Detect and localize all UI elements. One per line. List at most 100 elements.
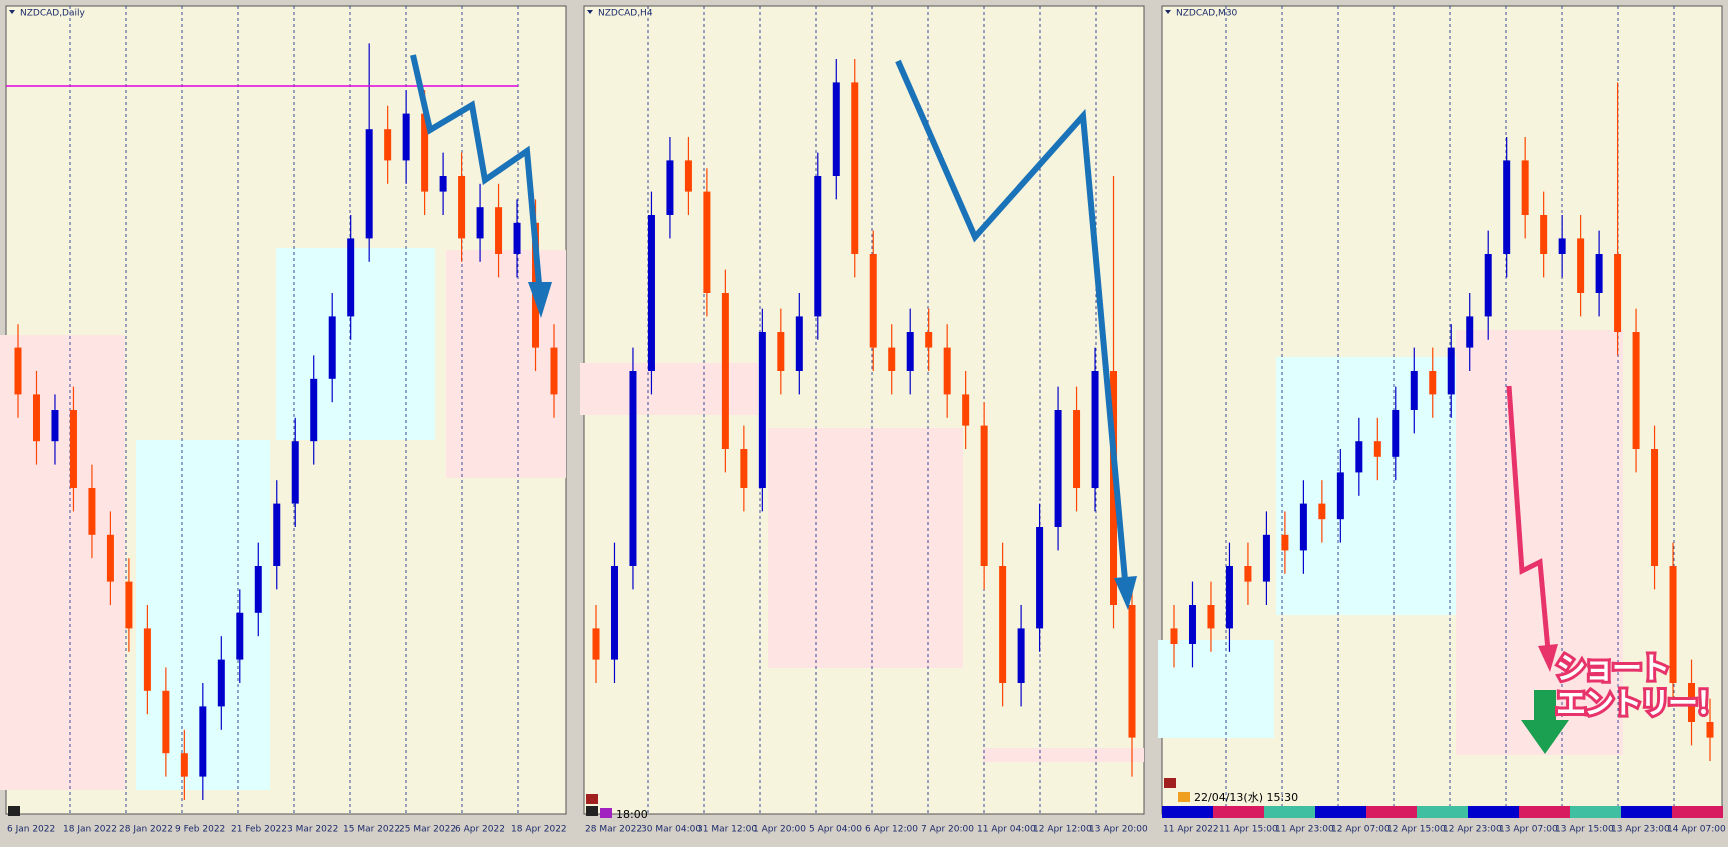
- trend-arrow: [895, 59, 1128, 581]
- zone: [1276, 357, 1462, 615]
- candle-body: [550, 347, 558, 395]
- annotation: ショート: [1556, 652, 1668, 687]
- candle-body: [439, 176, 447, 192]
- zone: [1456, 330, 1623, 755]
- candle-body: [236, 612, 244, 660]
- candle-body: [254, 566, 262, 613]
- x-tick-label: 1 Apr 20:00: [753, 825, 806, 835]
- status-icon: [586, 794, 598, 804]
- x-tick-label: 21 Feb 2022: [231, 825, 287, 835]
- candle-body: [1540, 215, 1548, 254]
- x-tick-label: 12 Apr 23:00: [1443, 825, 1502, 835]
- candle-body: [888, 347, 896, 371]
- x-tick-label: 12 Apr 15:00: [1387, 825, 1446, 835]
- x-tick-label: 11 Apr 04:00: [977, 825, 1036, 835]
- candle-body: [143, 628, 151, 691]
- x-tick-label: 13 Apr 15:00: [1555, 825, 1614, 835]
- candle-body: [1299, 503, 1307, 551]
- x-tick-label: 11 Apr 15:00: [1219, 825, 1278, 835]
- x-tick-label: 9 Feb 2022: [175, 825, 225, 835]
- session-bar: [1570, 806, 1621, 818]
- candle-body: [906, 332, 914, 371]
- candle-body: [1706, 722, 1714, 738]
- x-tick-label: 28 Jan 2022: [119, 825, 173, 835]
- one-click-icon: [586, 806, 598, 816]
- candle-body: [1614, 254, 1622, 332]
- arrow-head: [528, 282, 552, 318]
- candle-body: [1688, 683, 1696, 722]
- candle-body: [740, 449, 748, 488]
- one-click-icon: [8, 806, 20, 816]
- candle-body: [1110, 371, 1118, 605]
- candle-body: [703, 191, 711, 293]
- candle-body: [125, 581, 133, 629]
- candle-body: [1558, 238, 1566, 254]
- candle-body: [1318, 503, 1326, 520]
- candle-body: [1128, 605, 1136, 738]
- x-tick-label: 14 Apr 07:00: [1667, 825, 1726, 835]
- arrow-head: [1114, 576, 1137, 610]
- zone: [768, 428, 963, 668]
- candle-body: [1036, 527, 1044, 629]
- candle-body: [199, 706, 207, 777]
- candle-body: [1054, 410, 1062, 527]
- chart-window: NZDCAD,Daily 6 Jan 2022 18 Jan 2022 28 Jan …: [0, 0, 570, 843]
- candle-body: [1429, 371, 1437, 395]
- candle-body: [1466, 316, 1474, 348]
- x-tick-label: 12 Apr 12:00: [1033, 825, 1092, 835]
- window-icon: [1165, 10, 1171, 14]
- candle-body: [513, 222, 521, 254]
- candle-body: [851, 82, 859, 255]
- annotation: エントリー！: [1556, 687, 1724, 722]
- window-title: NZDCAD,M30: [1176, 9, 1238, 19]
- x-tick-label: 11 Apr 23:00: [1275, 825, 1334, 835]
- x-tick-label: 15 Mar 2022: [343, 825, 400, 835]
- candle-body: [777, 332, 785, 371]
- x-tick-label: 6 Jan 2022: [7, 825, 55, 835]
- candle-body: [51, 410, 59, 442]
- candle-body: [1225, 566, 1233, 629]
- x-tick-label: 25 Mar 2022: [399, 825, 456, 835]
- candle-body: [1355, 441, 1363, 473]
- candle-body: [980, 425, 988, 566]
- status-icon: [600, 808, 612, 818]
- candle-body: [1447, 347, 1455, 395]
- x-tick-label: 13 Apr 07:00: [1499, 825, 1558, 835]
- entry-down-arrow: [1521, 690, 1569, 754]
- session-bar: [1519, 806, 1570, 818]
- candle-body: [666, 160, 674, 215]
- x-tick-label: 13 Apr 23:00: [1611, 825, 1670, 835]
- candle-body: [1073, 410, 1081, 488]
- x-tick-label: 11 Apr 2022: [1163, 825, 1219, 835]
- candle-body: [721, 293, 729, 449]
- candle-body: [32, 394, 40, 442]
- candle-body: [1392, 410, 1400, 457]
- zone: [276, 248, 435, 440]
- session-bar: [1417, 806, 1468, 818]
- candle-body: [1207, 605, 1215, 629]
- x-tick-label: 18 Jan 2022: [63, 825, 117, 835]
- candle-body: [758, 332, 766, 488]
- candle-body: [495, 207, 503, 254]
- session-bar: [1315, 806, 1366, 818]
- window-title: NZDCAD,Daily: [20, 9, 86, 19]
- session-bar: [1672, 806, 1723, 818]
- candle-body: [106, 534, 114, 582]
- zone: [0, 335, 125, 790]
- candle-body: [69, 410, 77, 488]
- window-icon: [587, 10, 593, 14]
- x-tick-label: 12 Apr 07:00: [1331, 825, 1390, 835]
- candle-body: [814, 176, 822, 317]
- candle-body: [1503, 160, 1511, 254]
- status-time: 18:00: [616, 808, 648, 821]
- candle-body: [1632, 332, 1640, 449]
- candle-body: [162, 690, 170, 754]
- x-tick-label: 5 Apr 04:00: [809, 825, 862, 835]
- candle-body: [1262, 534, 1270, 582]
- candle-body: [328, 316, 336, 379]
- x-tick-label: 13 Apr 20:00: [1089, 825, 1148, 835]
- candle-body: [458, 176, 466, 239]
